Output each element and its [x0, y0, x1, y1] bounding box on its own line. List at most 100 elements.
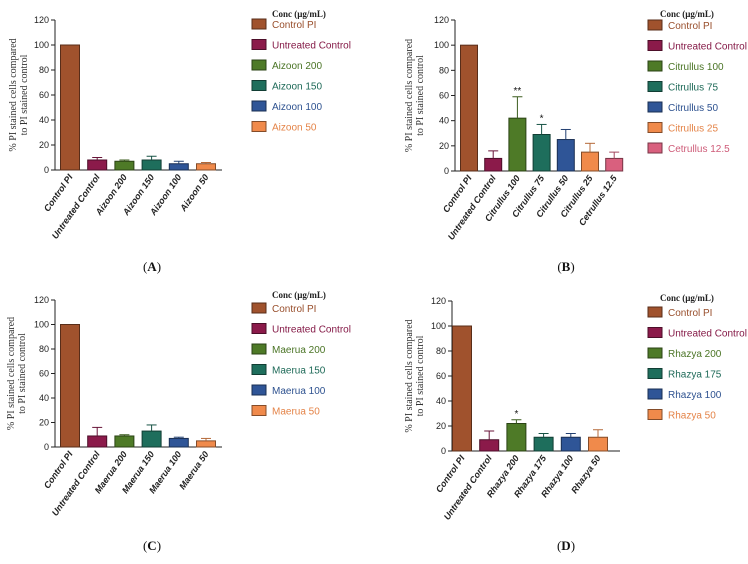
panel-label-letter: C	[147, 538, 156, 553]
bar	[196, 440, 216, 448]
legend-label: Aizoon 200	[272, 61, 322, 72]
legend-swatch	[251, 405, 267, 416]
y-axis-title-line1: % PI stained cells compared	[404, 39, 415, 152]
panel-label: (B)	[557, 259, 574, 274]
y-tick-label: 120	[34, 295, 49, 305]
legend-swatch	[251, 364, 267, 375]
legend-title: Conc (µg/mL)	[660, 293, 714, 303]
legend-swatch	[647, 142, 663, 154]
y-axis-title-line1: % PI stained cells compared	[8, 38, 19, 151]
bar	[196, 163, 216, 171]
panel-label-open: (	[143, 259, 147, 274]
legend-label: Untreated Control	[272, 41, 351, 52]
panel-label-letter: A	[147, 259, 157, 274]
legend-label: Rhazya 175	[668, 370, 722, 381]
legend-label: Aizoon 50	[272, 123, 317, 134]
y-tick-label: 40	[39, 393, 49, 403]
legend-label: Maerua 50	[272, 407, 320, 418]
legend-swatch	[647, 40, 663, 51]
legend-swatch	[647, 60, 663, 72]
y-tick-label: 100	[34, 320, 49, 330]
bar	[114, 160, 135, 171]
legend-title: Conc (µg/mL)	[272, 290, 326, 300]
legend-label: Untreated Control	[668, 42, 747, 53]
legend-swatch	[251, 323, 267, 334]
legend-swatch	[647, 81, 663, 92]
legend-label: Citrullus 100	[668, 62, 724, 73]
legend-swatch	[251, 80, 267, 91]
y-axis-title-line2: to PI stained control	[415, 55, 426, 136]
bar	[452, 325, 472, 452]
panel-label-close: )	[157, 259, 161, 274]
bar	[605, 157, 624, 172]
panel-label: (A)	[143, 259, 161, 274]
y-tick-label: 0	[444, 166, 449, 176]
y-tick-label: 0	[441, 446, 446, 456]
legend-swatch	[647, 327, 663, 338]
panel-label-open: (	[143, 538, 147, 553]
y-tick-label: 40	[439, 116, 449, 126]
legend-label: Rhazya 200	[668, 349, 722, 360]
bar	[168, 437, 189, 448]
y-tick-label: 80	[439, 65, 449, 75]
y-tick-label: 60	[439, 91, 449, 101]
y-tick-label: 40	[436, 396, 446, 406]
legend-swatch	[647, 368, 663, 379]
legend-label: Cetrullus 12.5	[668, 144, 730, 155]
x-tick-label: Untreated Control	[50, 449, 102, 518]
legend-swatch	[647, 122, 663, 133]
bar	[168, 163, 189, 171]
y-tick-label: 60	[436, 371, 446, 381]
chart-panel-a: 0 20 40 60 80 100 120 % PI stained cells compar…	[8, 9, 351, 274]
bar	[532, 134, 551, 172]
legend-label: Citrullus 75	[668, 83, 718, 94]
legend-label: Maerua 100	[272, 386, 326, 397]
x-tick-label: Untreated Control	[442, 453, 494, 522]
legend-label: Maerua 150	[272, 366, 326, 377]
significance-marker: **	[514, 86, 522, 97]
legend-swatch	[251, 343, 267, 355]
chart-panel-c: 0 20 40 60 80 100 120 % PI stained cells compar…	[6, 290, 351, 553]
y-tick-label: 0	[44, 165, 49, 175]
legend-swatch	[251, 384, 267, 396]
y-tick-label: 20	[39, 140, 49, 150]
y-tick-label: 100	[34, 40, 49, 50]
y-axis-title-line1: % PI stained cells compared	[404, 319, 415, 432]
y-tick-label: 120	[434, 15, 449, 25]
bar	[479, 439, 500, 452]
y-tick-label: 0	[44, 442, 49, 452]
panel-label: (C)	[143, 538, 161, 553]
legend-swatch	[251, 59, 267, 71]
legend-label: Aizoon 150	[272, 82, 322, 93]
bar	[114, 435, 135, 448]
legend-label: Control PI	[272, 304, 316, 315]
y-tick-label: 100	[434, 40, 449, 50]
legend-label: Untreated Control	[668, 329, 747, 340]
bar	[141, 430, 162, 448]
bar	[87, 159, 108, 171]
x-tick-label: Untreated Control	[50, 172, 102, 241]
y-tick-label: 60	[39, 369, 49, 379]
y-tick-label: 40	[39, 115, 49, 125]
panel-label: (D)	[557, 538, 575, 553]
y-axis-title-line2: to PI stained control	[17, 333, 28, 414]
y-tick-label: 80	[436, 346, 446, 356]
chart-panel-b: 0 20 40 60 80 100 120 % PI stained cells compar…	[404, 9, 747, 274]
legend-label: Citrullus 25	[668, 124, 718, 135]
y-tick-label: 120	[34, 15, 49, 25]
y-tick-label: 20	[39, 418, 49, 428]
bar	[87, 435, 108, 448]
y-tick-label: 20	[439, 141, 449, 151]
legend-swatch	[647, 347, 663, 359]
legend-label: Maerua 200	[272, 345, 326, 356]
panel-label-close: )	[570, 259, 574, 274]
legend-swatch	[647, 306, 663, 318]
legend-swatch	[647, 388, 663, 400]
y-tick-label: 120	[431, 296, 446, 306]
bar	[556, 139, 575, 172]
chart-panel-d: 0 20 40 60 80 100 120 % PI stained cells compar…	[404, 293, 747, 553]
legend-swatch	[647, 409, 663, 420]
bar	[141, 159, 162, 171]
panel-label-letter: B	[562, 259, 571, 274]
legend-swatch	[251, 121, 267, 132]
